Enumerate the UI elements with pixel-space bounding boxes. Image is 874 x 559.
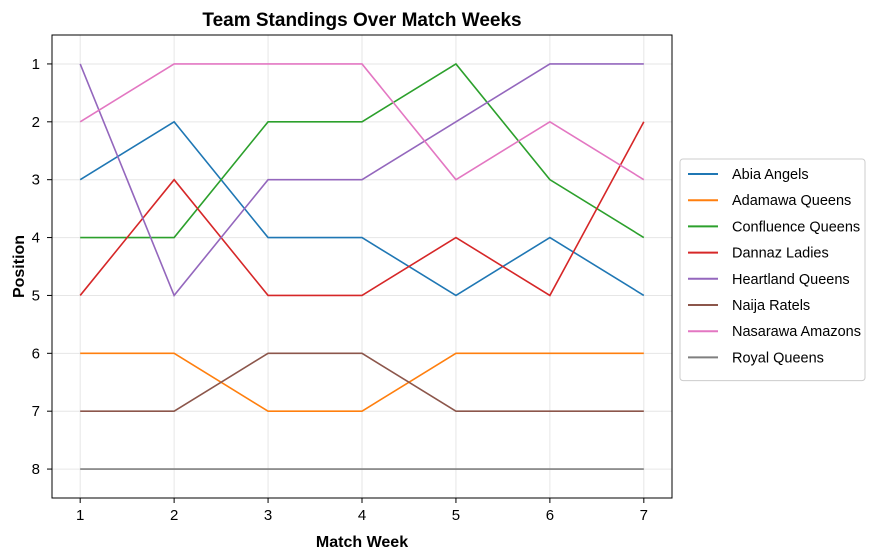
- x-axis-title: Match Week: [316, 534, 408, 551]
- legend-frame: [679, 158, 866, 382]
- y-tick-label: 6: [32, 345, 40, 362]
- x-tick-label: 1: [76, 507, 84, 524]
- y-tick-label: 4: [32, 230, 40, 247]
- y-tick-label: 5: [32, 287, 40, 304]
- series-line-dannaz-ladies: [79, 121, 645, 297]
- y-tick-label: 8: [32, 461, 40, 478]
- y-tick-label: 2: [32, 114, 40, 131]
- x-tick-label: 3: [264, 507, 272, 524]
- x-tick-label: 4: [358, 507, 366, 524]
- chart-title: Team Standings Over Match Weeks: [202, 10, 521, 31]
- series-line-confluence-queens: [80, 62, 645, 239]
- legend-label: Royal Queens: [732, 350, 824, 366]
- legend-label: Nasarawa Amazons: [732, 324, 861, 340]
- legend-label: Dannaz Ladies: [732, 246, 829, 262]
- series-line-nasarawa-amazons: [79, 63, 645, 181]
- x-axis: 1 2 3 4 5 6 7: [76, 498, 648, 524]
- series-line-adamawa-queens: [80, 352, 644, 412]
- series-lines: [79, 62, 645, 470]
- legend-label: Adamawa Queens: [732, 193, 851, 209]
- legend-label: Naija Ratels: [732, 298, 810, 314]
- grid: [52, 35, 672, 498]
- y-axis-title: Position: [11, 235, 28, 298]
- y-tick-label: 1: [32, 56, 40, 73]
- y-tick-label: 7: [32, 403, 40, 420]
- x-tick-label: 6: [546, 507, 554, 524]
- legend-label: Confluence Queens: [732, 219, 860, 235]
- series-line-abia-angels: [79, 120, 645, 297]
- legend: Abia Angels Adamawa Queens Confluence Quee…: [679, 158, 866, 382]
- y-axis: 1 2 3 4 5 6 7 8: [32, 56, 52, 478]
- x-tick-label: 2: [170, 507, 178, 524]
- legend-label: Heartland Queens: [732, 272, 850, 288]
- series-line-naija-ratels: [80, 352, 644, 412]
- y-tick-label: 3: [32, 172, 40, 189]
- x-tick-label: 7: [640, 507, 648, 524]
- x-tick-label: 5: [452, 507, 460, 524]
- series-line-heartland-queens: [79, 63, 644, 297]
- legend-label: Abia Angels: [732, 167, 809, 183]
